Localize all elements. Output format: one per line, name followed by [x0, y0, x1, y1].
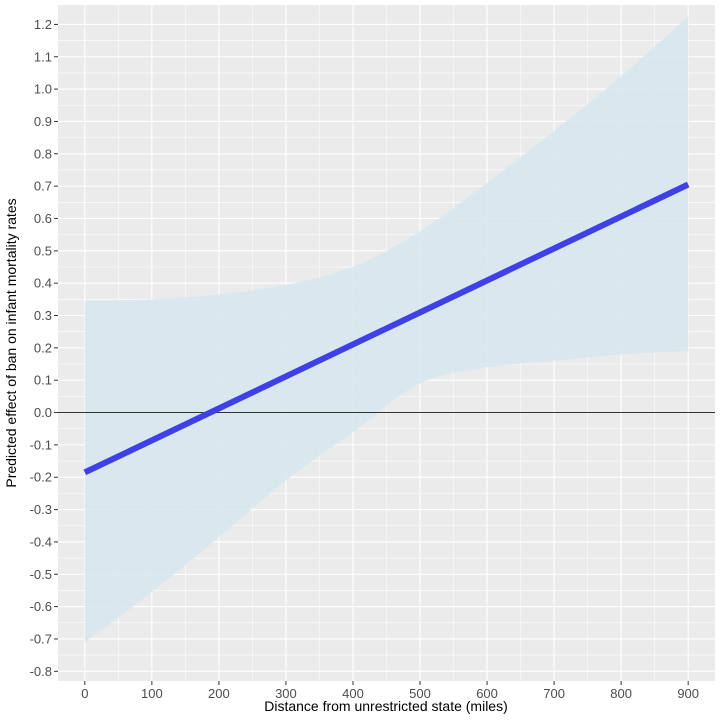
y-tick-label: 1.2: [34, 17, 52, 32]
y-tick-label: -0.6: [30, 599, 52, 614]
y-axis: -0.8 -0.7 -0.6 -0.5 -0.4 -0.3 -0.2 -0.1 0.0 0.1 0.…: [30, 17, 58, 679]
y-tick-label: 0.5: [34, 243, 52, 258]
x-tick-label: 500: [409, 686, 431, 701]
y-tick-label: 1.1: [34, 49, 52, 64]
y-tick-label: -0.2: [30, 470, 52, 485]
y-tick-label: 0.6: [34, 211, 52, 226]
y-axis-title: Predicted effect of ban on infant mortal…: [3, 198, 19, 487]
x-axis-title: Distance from unrestricted state (miles): [264, 698, 508, 714]
y-tick-label: -0.5: [30, 567, 52, 582]
x-tick-label: 700: [543, 686, 565, 701]
x-axis: 0 100 200 300 400 500 600 700 800 900: [81, 681, 699, 701]
y-tick-label: -0.4: [30, 534, 52, 549]
y-tick-label: 0.3: [34, 308, 52, 323]
y-tick-label: -0.1: [30, 437, 52, 452]
x-tick-label: 300: [275, 686, 297, 701]
y-tick-label: -0.8: [30, 664, 52, 679]
y-tick-label: 0.7: [34, 179, 52, 194]
x-tick-label: 200: [208, 686, 230, 701]
y-tick-label: 0.1: [34, 373, 52, 388]
y-tick-label: -0.3: [30, 502, 52, 517]
x-tick-label: 800: [610, 686, 632, 701]
y-tick-label: 0.8: [34, 146, 52, 161]
y-tick-label: -0.7: [30, 631, 52, 646]
y-tick-label: 0.2: [34, 340, 52, 355]
x-tick-label: 400: [342, 686, 364, 701]
x-tick-label: 100: [141, 686, 163, 701]
x-tick-label: 600: [476, 686, 498, 701]
x-tick-label: 900: [677, 686, 699, 701]
y-tick-label: 0.4: [34, 276, 52, 291]
y-tick-label: 0.0: [34, 405, 52, 420]
fitted-line: [83, 181, 690, 476]
y-tick-label: 1.0: [34, 82, 52, 97]
y-tick-label: 0.9: [34, 114, 52, 129]
x-tick-label: 0: [81, 686, 88, 701]
